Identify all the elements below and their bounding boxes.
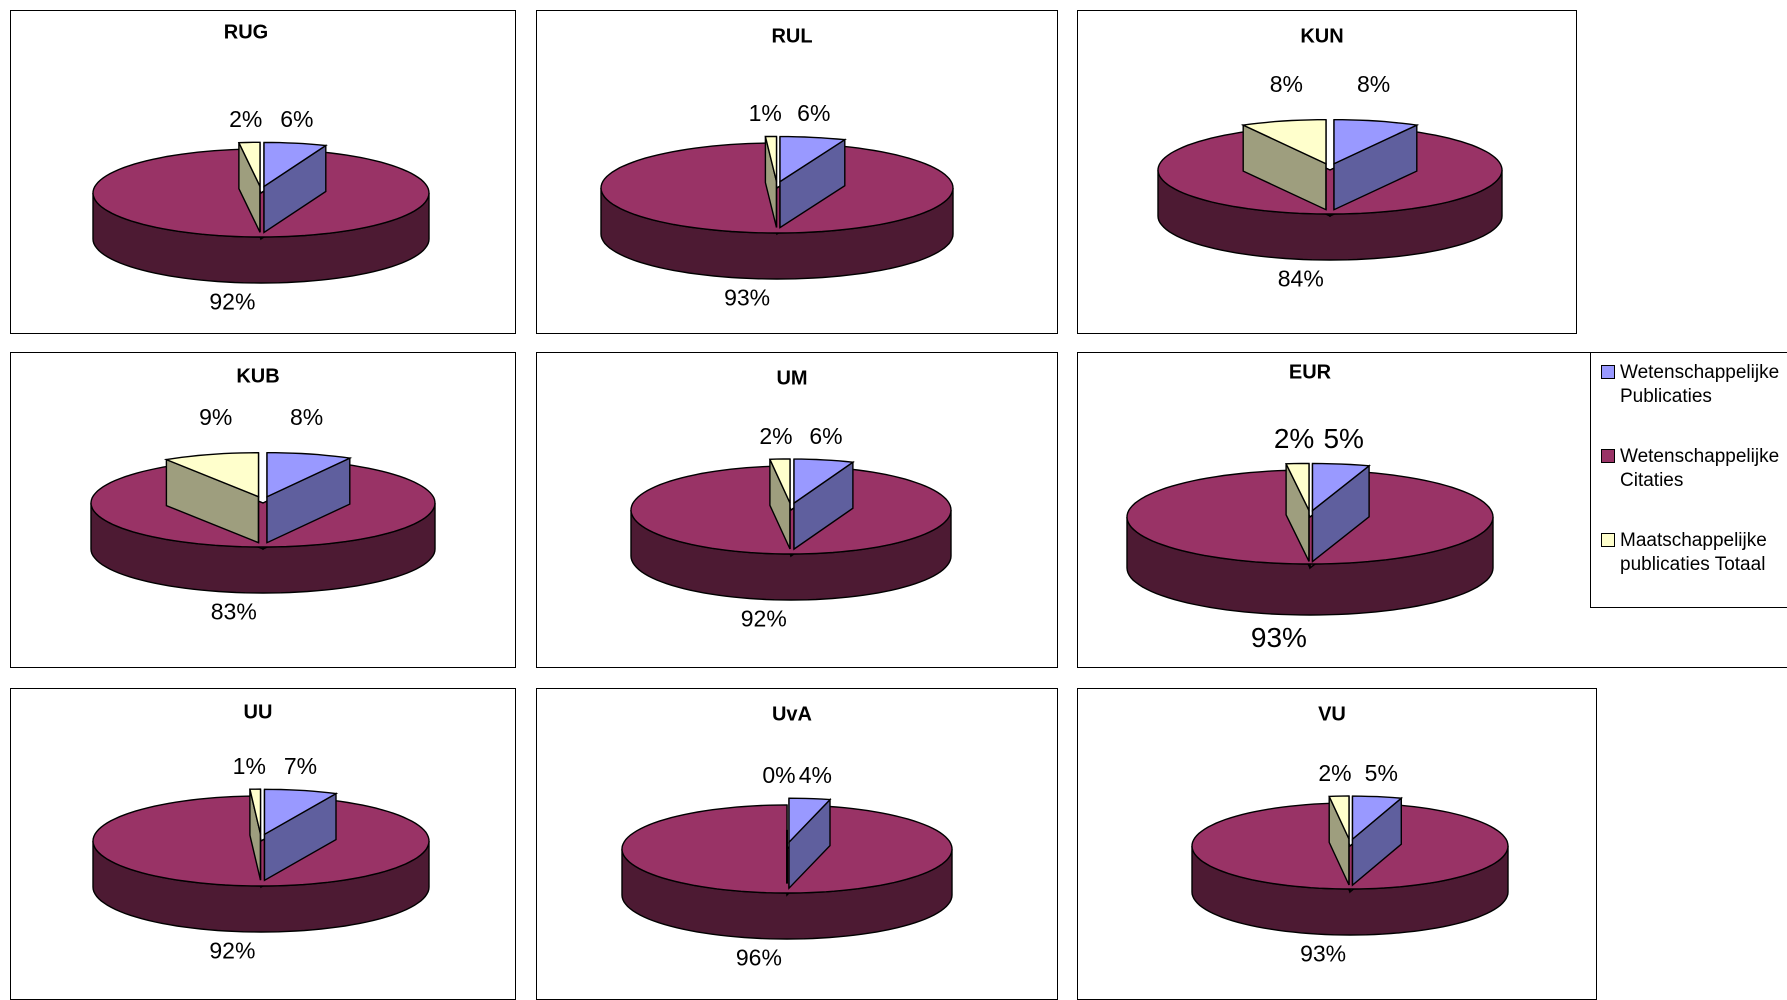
pie-chart-um: UM 6% 92% 2% xyxy=(630,367,952,631)
pie-title-rug: RUG xyxy=(224,21,268,43)
pie-label-rug-citaties: 92% xyxy=(209,288,255,314)
pie-title-uu: UU xyxy=(244,701,273,723)
pie-panel-um: UM 6% 92% 2% xyxy=(536,352,1058,668)
pie-slice-uu-maatschappelijk xyxy=(249,788,262,881)
pie-slice-rul-maatschappelijk xyxy=(764,135,778,228)
pie-panel-uva: UvA 4% 96% 0% xyxy=(536,688,1058,1000)
pie-label-eur-publicaties: 5% xyxy=(1323,423,1363,454)
pie-slice-eur-citaties xyxy=(1126,469,1494,616)
pie-chart-uu: UU 7% 92% 1% xyxy=(92,701,430,963)
pie-slice-um-citaties xyxy=(630,465,952,601)
legend-item-maatschappelijk: Maatschappelijke publicaties Totaal xyxy=(1601,529,1787,577)
pie-title-kun: KUN xyxy=(1300,25,1343,47)
pie-label-uva-citaties: 96% xyxy=(736,944,782,970)
pie-title-uva: UvA xyxy=(772,703,812,725)
pie-label-uva-maatschappelijk: 0% xyxy=(762,762,795,788)
legend-swatch-maatschappelijk xyxy=(1601,533,1615,547)
pie-chart-rul: RUL 6% 93% 1% xyxy=(600,25,954,310)
pie-slice-rug-publicaties xyxy=(263,141,328,234)
pie-title-vu: VU xyxy=(1318,703,1346,725)
pie-chart-kun: KUN 8% 84% 8% xyxy=(1157,25,1503,291)
pie-label-uu-publicaties: 7% xyxy=(284,753,317,779)
pie-label-vu-citaties: 93% xyxy=(1300,940,1346,966)
pie-title-rul: RUL xyxy=(771,25,812,47)
pie-panel-kun: KUN 8% 84% 8% xyxy=(1077,10,1577,334)
pie-label-rul-citaties: 93% xyxy=(724,284,770,310)
legend-label-citaties: Wetenschappelijke Citaties xyxy=(1620,446,1780,491)
pie-label-eur-citaties: 93% xyxy=(1251,622,1307,653)
pie-title-eur: EUR xyxy=(1289,361,1332,383)
pie-label-eur-maatschappelijk: 2% xyxy=(1274,423,1314,454)
legend-swatch-publicaties xyxy=(1601,365,1615,379)
pie-slice-um-maatschappelijk xyxy=(768,458,791,550)
pie-label-rug-maatschappelijk: 2% xyxy=(229,106,262,132)
pie-chart-rug: RUG 6% 92% 2% xyxy=(92,21,430,314)
pie-label-vu-publicaties: 5% xyxy=(1365,760,1398,786)
pie-panel-kub: KUB 8% 83% 9% xyxy=(10,352,516,668)
pie-label-rul-publicaties: 6% xyxy=(797,100,830,126)
pie-title-kub: KUB xyxy=(236,365,279,387)
pie-slice-vu-publicaties xyxy=(1351,795,1404,887)
pie-slice-kub-maatschappelijk xyxy=(163,451,260,544)
pie-label-um-citaties: 92% xyxy=(741,605,787,631)
legend-swatch-citaties xyxy=(1601,449,1615,463)
pie-slice-vu-maatschappelijk xyxy=(1328,795,1350,886)
pie-slice-eur-maatschappelijk xyxy=(1284,462,1310,562)
legend-item-citaties: Wetenschappelijke Citaties xyxy=(1601,445,1787,493)
pie-panel-rul: RUL 6% 93% 1% xyxy=(536,10,1058,334)
pie-slice-uva-publicaties xyxy=(788,797,832,890)
pie-slice-kun-publicaties xyxy=(1333,119,1420,211)
pie-chart-kub: KUB 8% 83% 9% xyxy=(90,365,436,624)
pie-slice-rul-publicaties xyxy=(779,135,847,229)
pie-slice-eur-publicaties xyxy=(1311,462,1371,563)
pie-chart-eur: EUR 5% 93% 2% xyxy=(1126,361,1494,653)
legend-label-publicaties: Wetenschappelijke Publicaties xyxy=(1620,362,1780,407)
pie-slice-vu-citaties xyxy=(1191,802,1509,936)
pie-label-uva-publicaties: 4% xyxy=(799,762,832,788)
pie-label-uu-citaties: 92% xyxy=(209,937,255,963)
chart-legend: Wetenschappelijke Publicaties Wetenschap… xyxy=(1590,352,1787,608)
pie-label-kub-publicaties: 8% xyxy=(290,404,323,430)
pie-label-kun-citaties: 84% xyxy=(1278,265,1324,291)
pie-panel-vu: VU 5% 93% 2% xyxy=(1077,688,1597,1000)
pie-panel-uu: UU 7% 92% 1% xyxy=(10,688,516,1000)
pie-label-vu-maatschappelijk: 2% xyxy=(1318,760,1351,786)
pie-slice-rug-maatschappelijk xyxy=(237,141,261,233)
pie-slice-kub-citaties xyxy=(90,463,436,594)
pie-chart-vu: VU 5% 93% 2% xyxy=(1191,703,1509,966)
legend-label-maatschappelijk: Maatschappelijke publicaties Totaal xyxy=(1620,530,1767,575)
pie-label-kun-publicaties: 8% xyxy=(1357,71,1390,97)
pie-label-kun-maatschappelijk: 8% xyxy=(1270,71,1303,97)
pie-slice-rug-citaties xyxy=(92,148,430,284)
pie-slice-um-publicaties xyxy=(793,458,855,551)
pie-panel-rug: RUG 6% 92% 2% xyxy=(10,10,516,334)
pie-title-um: UM xyxy=(776,367,807,389)
pie-slice-kub-publicaties xyxy=(266,452,353,544)
pie-label-uu-maatschappelijk: 1% xyxy=(233,753,266,779)
pie-label-kub-citaties: 83% xyxy=(211,598,257,624)
pie-slice-kun-citaties xyxy=(1157,130,1503,261)
legend-item-publicaties: Wetenschappelijke Publicaties xyxy=(1601,361,1787,409)
pie-chart-uva: UvA 4% 96% 0% xyxy=(621,703,953,970)
pie-label-um-maatschappelijk: 2% xyxy=(759,423,792,449)
pie-label-rul-maatschappelijk: 1% xyxy=(749,100,782,126)
pie-slice-kun-maatschappelijk xyxy=(1240,119,1327,211)
pie-label-kub-maatschappelijk: 9% xyxy=(199,404,232,430)
pie-slice-uu-publicaties xyxy=(263,788,339,882)
pie-label-rug-publicaties: 6% xyxy=(280,106,313,132)
pie-label-um-publicaties: 6% xyxy=(809,423,842,449)
